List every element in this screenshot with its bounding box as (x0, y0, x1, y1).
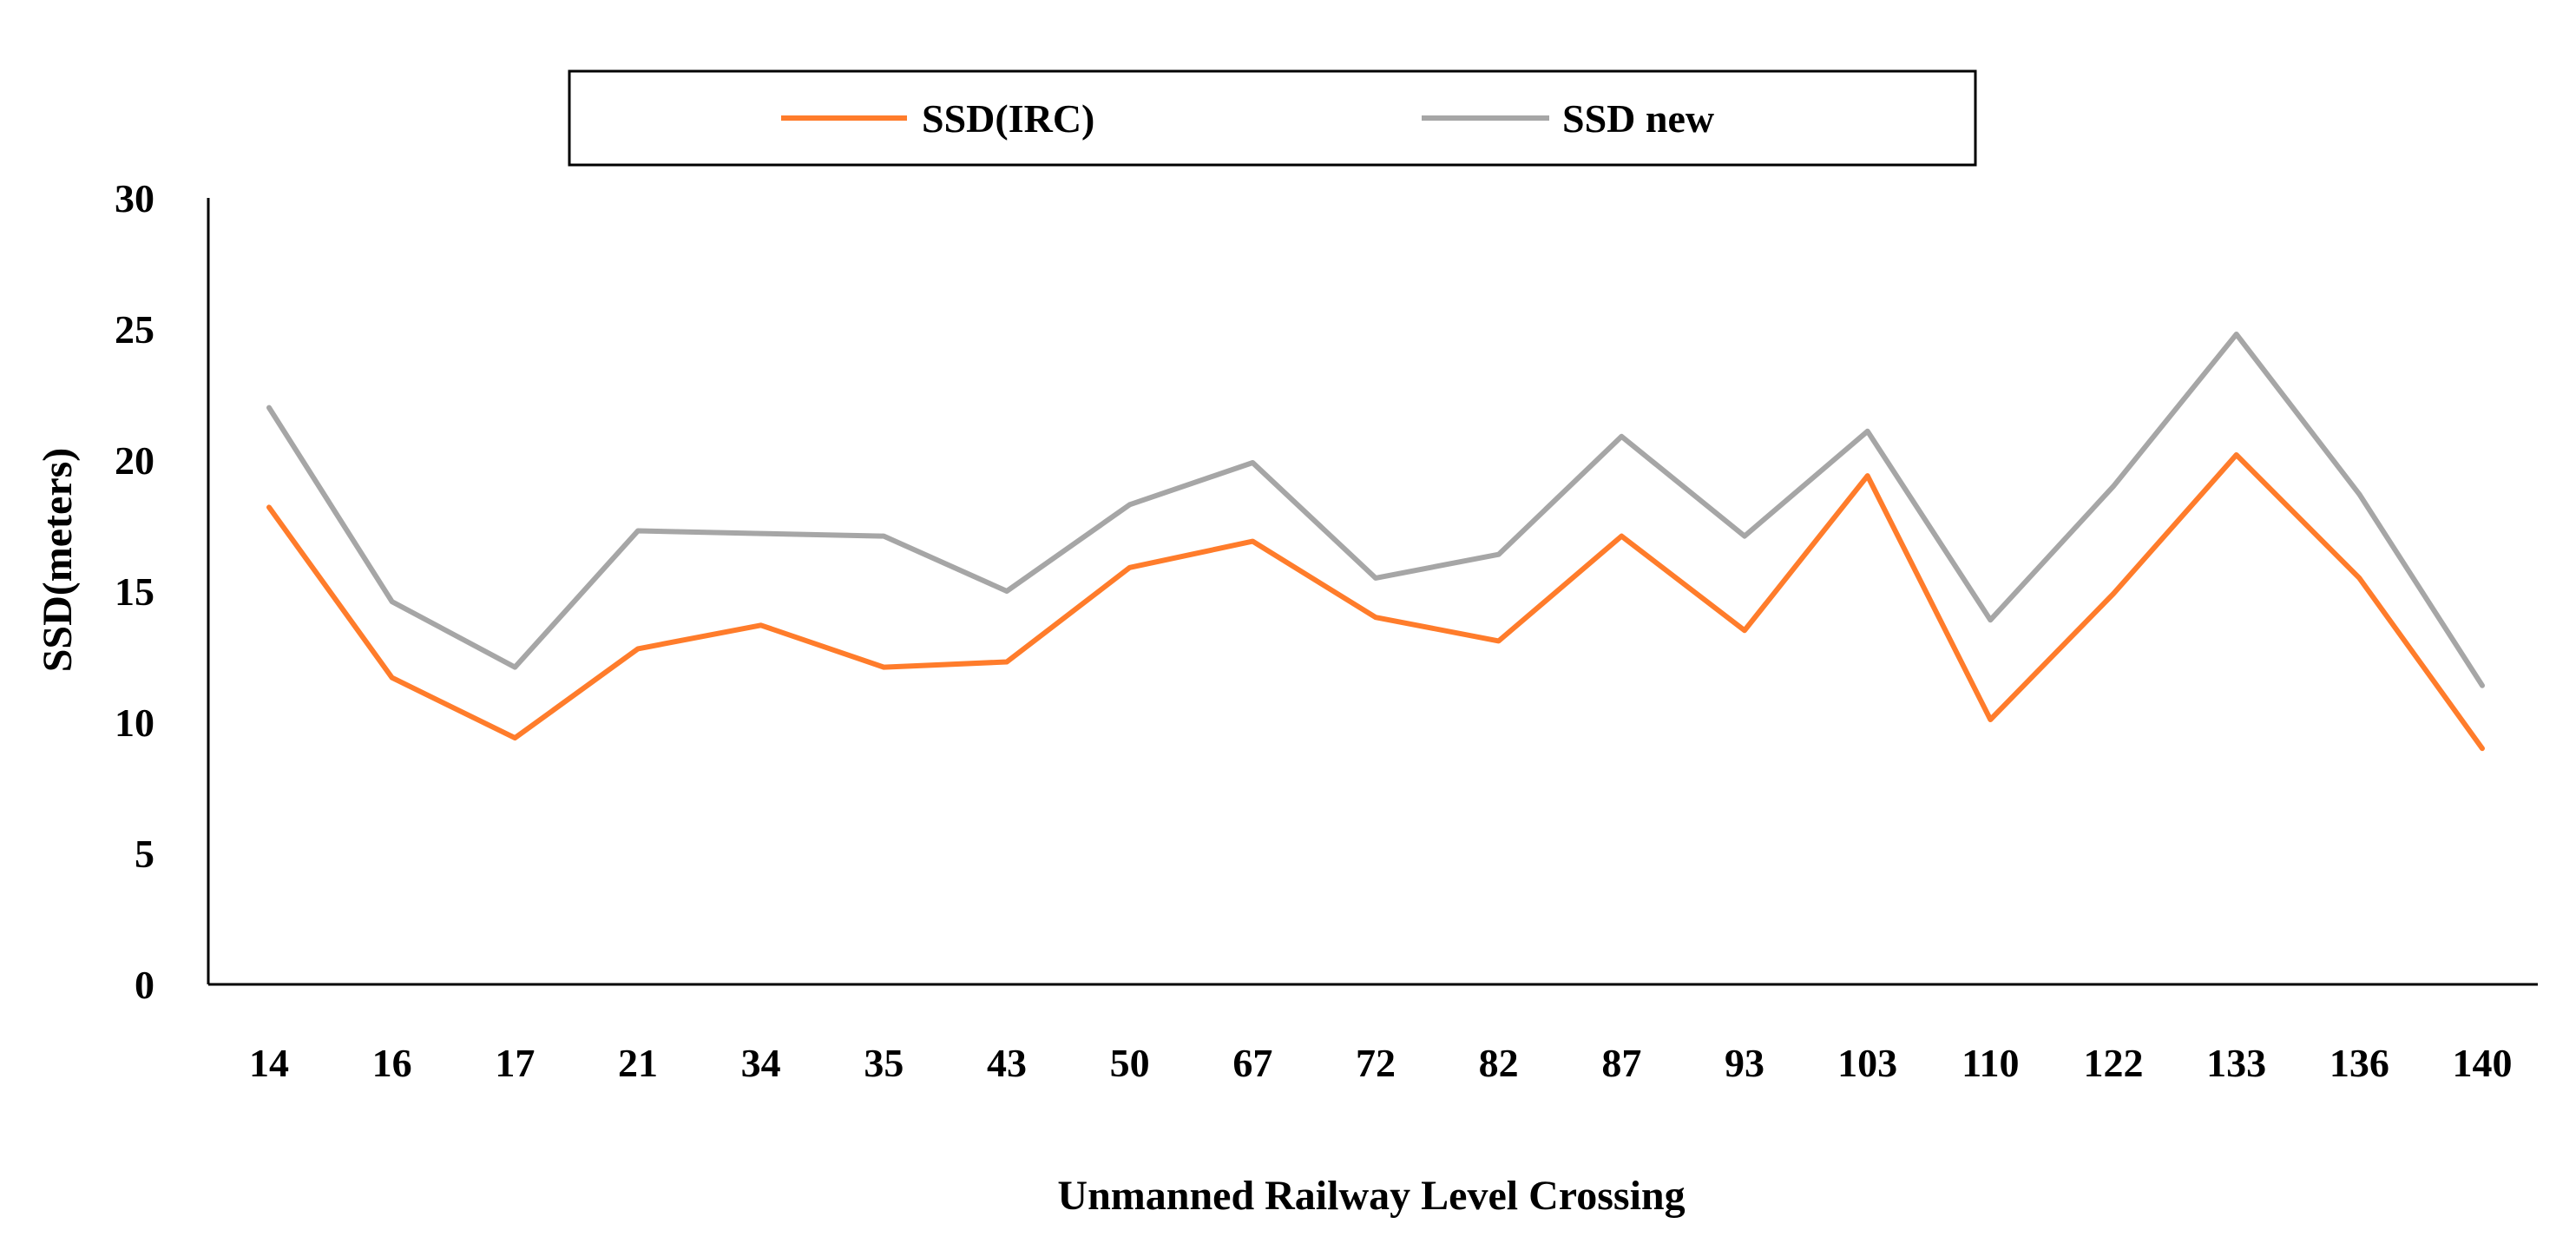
x-tick-label: 87 (1601, 1041, 1641, 1085)
y-tick-label: 20 (115, 438, 154, 483)
x-tick-label: 103 (1837, 1041, 1897, 1085)
y-tick-label: 5 (135, 832, 154, 876)
series-line-ssd-irc (266, 452, 2485, 752)
x-tick-label: 34 (741, 1041, 781, 1085)
x-tick-label: 43 (987, 1041, 1027, 1085)
x-tick-label: 110 (1962, 1041, 2019, 1085)
x-tick-label: 140 (2453, 1041, 2513, 1085)
x-tick-label: 17 (495, 1041, 535, 1085)
y-tick-label: 15 (115, 569, 154, 614)
y-tick-labels: 0 5 10 15 20 25 30 (115, 176, 154, 1007)
x-tick-label: 35 (864, 1041, 904, 1085)
x-tick-labels: 14 16 17 21 34 35 43 50 67 72 82 87 93 103 110 122 133 13… (249, 1041, 2513, 1085)
x-axis-title: Unmanned Railway Level Crossing (1057, 1173, 1685, 1219)
x-tick-label: 82 (1479, 1041, 1519, 1085)
axes (207, 198, 2538, 986)
legend-label-ssd-irc: SSD(IRC) (922, 96, 1094, 141)
x-tick-label: 16 (372, 1041, 412, 1085)
x-tick-label: 21 (618, 1041, 658, 1085)
x-tick-label: 14 (249, 1041, 289, 1085)
x-tick-label: 122 (2084, 1041, 2144, 1085)
x-tick-label: 50 (1110, 1041, 1150, 1085)
y-tick-label: 0 (135, 963, 154, 1007)
series-line-ssd-new (266, 332, 2485, 688)
x-tick-label: 136 (2330, 1041, 2389, 1085)
x-tick-label: 72 (1356, 1041, 1396, 1085)
x-tick-label: 93 (1725, 1041, 1764, 1085)
y-axis-title: SSD(meters) (35, 448, 81, 673)
y-tick-label: 25 (115, 307, 154, 352)
legend: SSD(IRC) SSD new (568, 69, 1977, 167)
y-tick-label: 10 (115, 701, 154, 745)
y-tick-label: 30 (115, 176, 154, 220)
legend-label-ssd-new: SSD new (1562, 96, 1714, 141)
series-lines (266, 332, 2485, 752)
x-tick-label: 67 (1232, 1041, 1272, 1085)
legend-box (568, 69, 1977, 167)
x-tick-label: 133 (2206, 1041, 2266, 1085)
